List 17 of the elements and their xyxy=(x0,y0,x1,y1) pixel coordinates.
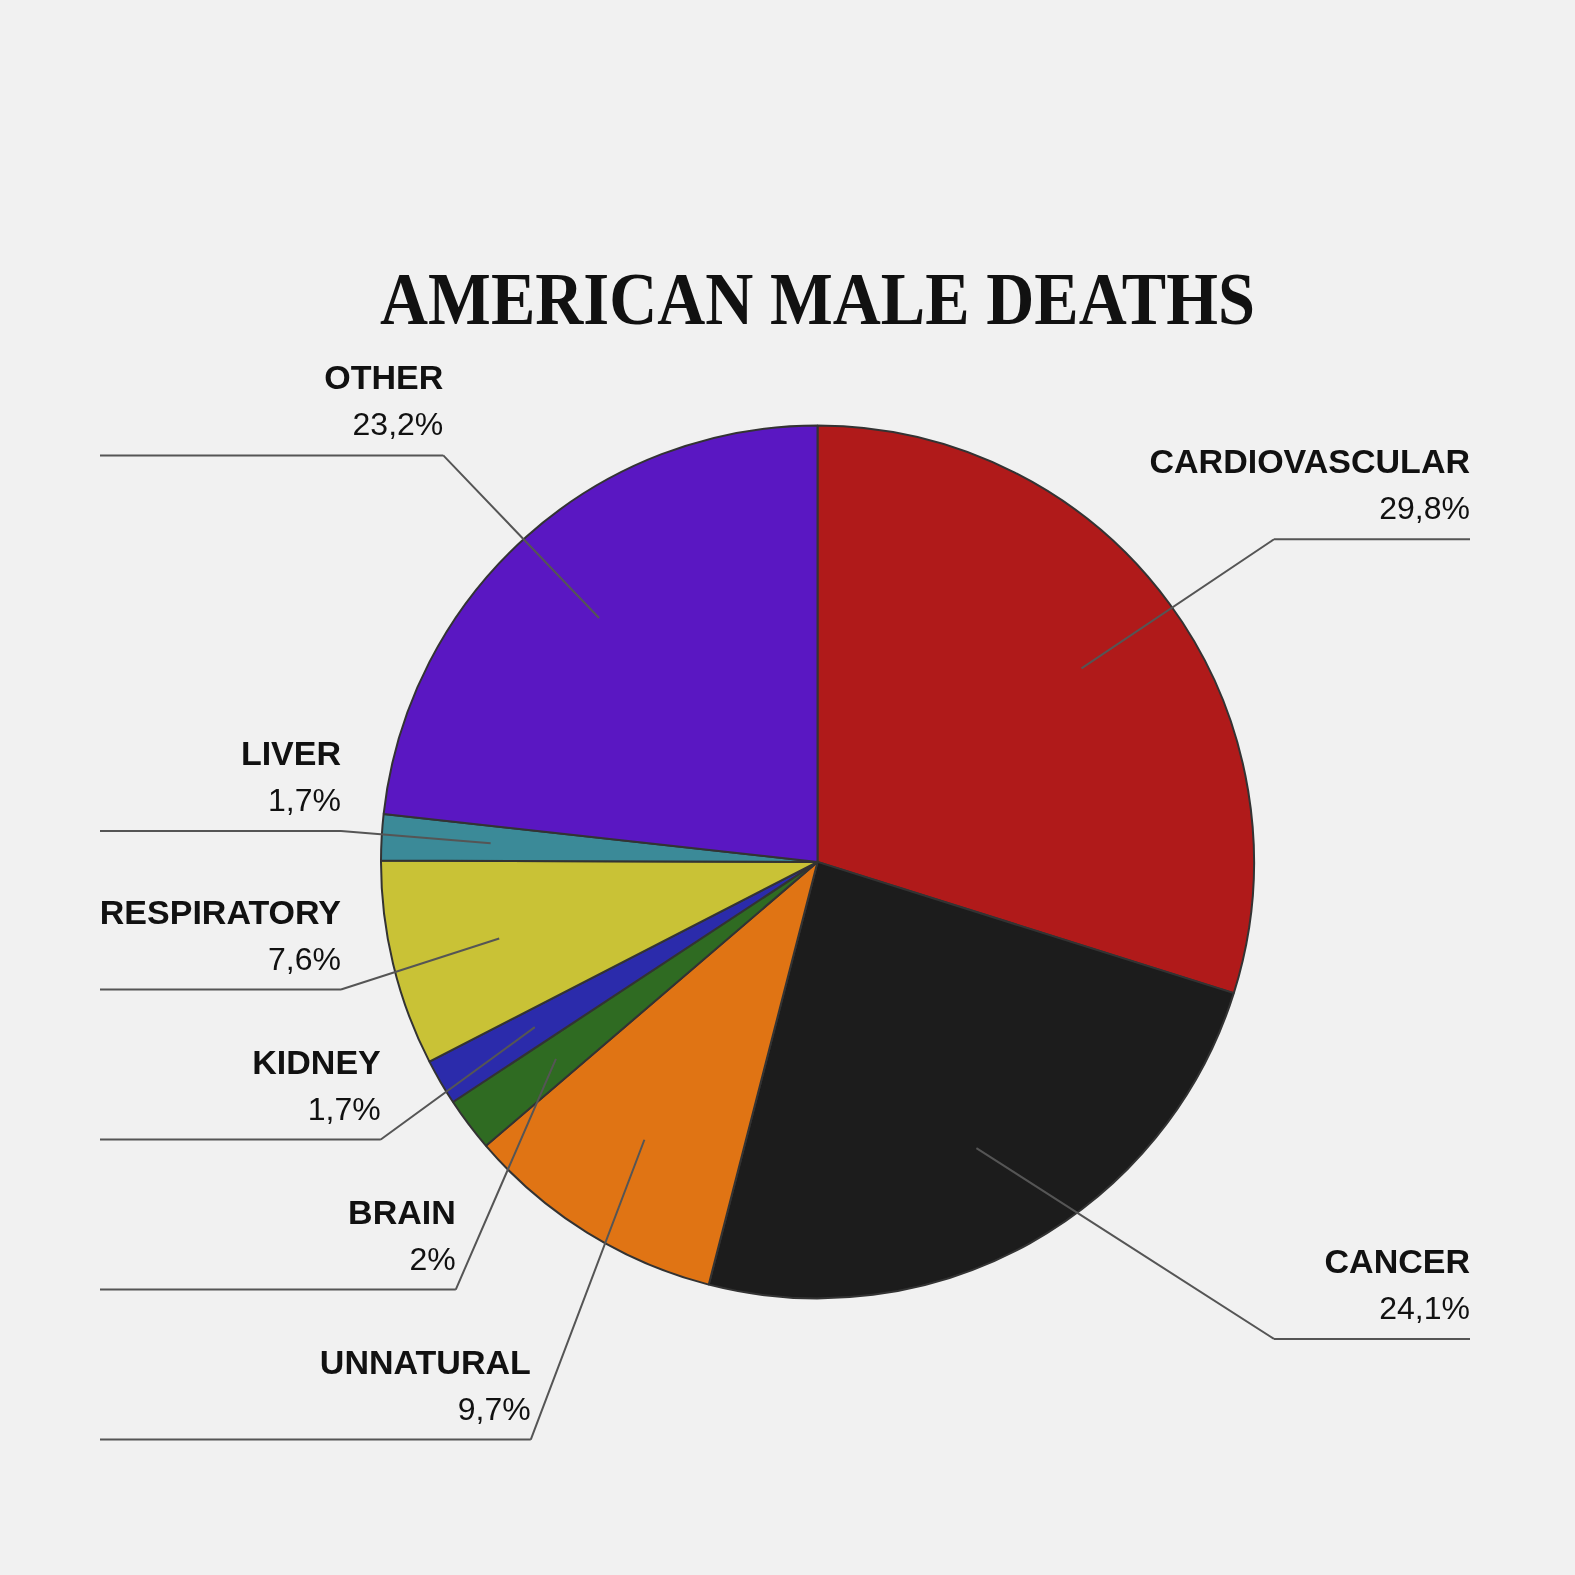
slice-label: RESPIRATORY xyxy=(99,892,342,931)
data-label: 7,6% xyxy=(268,940,341,977)
slice-label: KIDNEY xyxy=(252,1042,382,1081)
slice-label: LIVER xyxy=(240,734,341,772)
data-label: 1,7% xyxy=(268,782,341,818)
slice-label: UNNATURAL xyxy=(319,1342,531,1381)
slice-label: BRAIN xyxy=(348,1192,456,1231)
data-label: 23,2% xyxy=(352,406,444,443)
data-label: 1,7% xyxy=(307,1090,381,1127)
data-label: 29,8% xyxy=(1379,490,1470,527)
data-label: 2% xyxy=(409,1240,456,1277)
slice-label: CARDIOVASCULAR xyxy=(1149,442,1470,481)
data-label: 9,7% xyxy=(457,1390,531,1427)
data-label: 24,1% xyxy=(1379,1289,1470,1326)
slice-label: CANCER xyxy=(1324,1241,1470,1280)
slice-label: OTHER xyxy=(324,358,444,397)
chart-title: AMERICAN MALE DEATHS xyxy=(380,257,1255,340)
